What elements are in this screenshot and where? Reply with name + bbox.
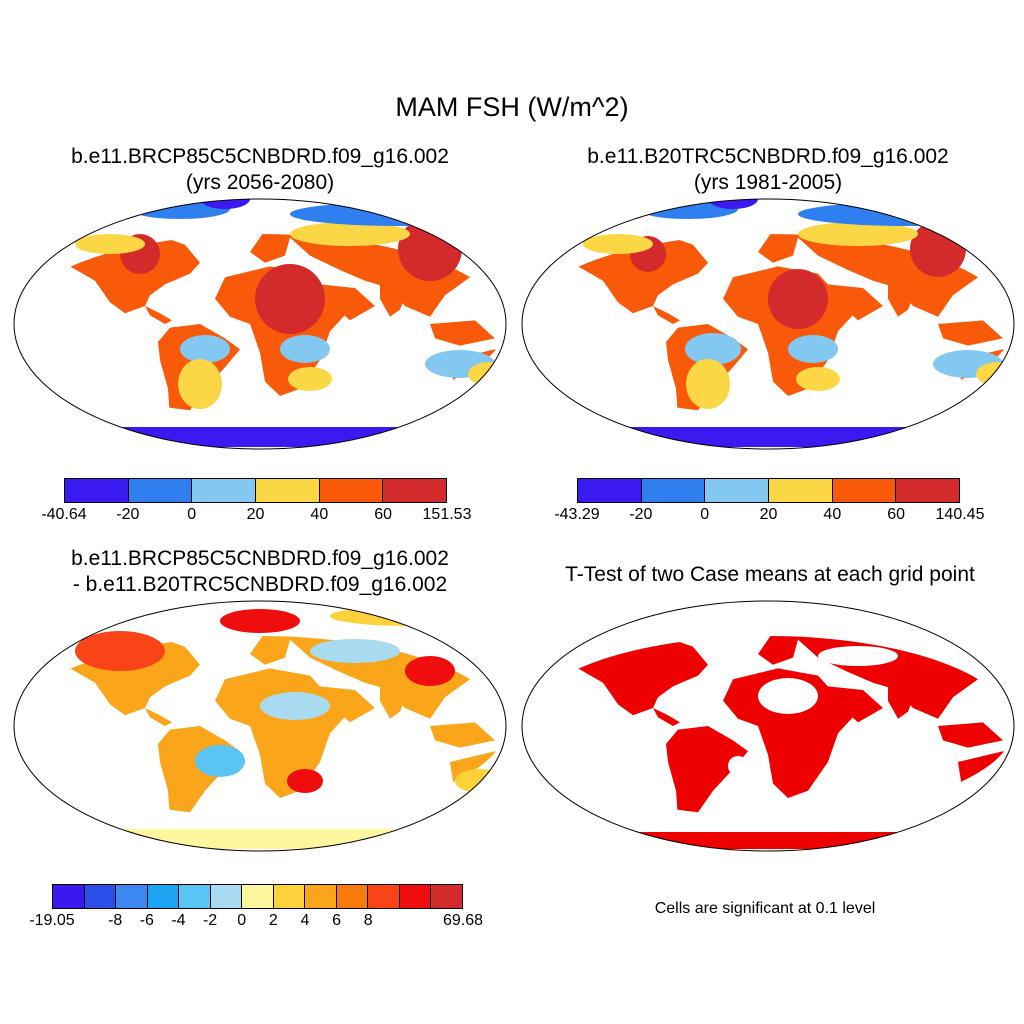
colorbar-box (116, 885, 148, 908)
colorbar-box (336, 885, 369, 908)
colorbar-box (319, 479, 384, 502)
colorbar-tick-label: 20 (246, 506, 265, 523)
panel-3-title: b.e11.BRCP85C5CNBDRD.f09_g16.002 - b.e11… (30, 546, 490, 598)
panel-2-title-line1: b.e11.B20TRC5CNBDRD.f09_g16.002 (587, 145, 949, 168)
colorbar-box (65, 479, 129, 502)
panel-1-title-line2: (yrs 2056-2080) (185, 171, 335, 194)
colorbar-tick-label: 2 (268, 912, 278, 929)
colorbar-box (578, 479, 642, 502)
colorbar-tick-label: 40 (310, 506, 329, 523)
panel-3-title-line2: - b.e11.B20TRC5CNBDRD.f09_g16.002 (72, 573, 448, 596)
colorbar-tick-label: -6 (139, 912, 154, 929)
colorbar-box (179, 885, 211, 908)
colorbar-box (705, 479, 770, 502)
panel-4-map (521, 600, 1015, 852)
colorbar-tick-label: 0 (700, 506, 710, 523)
colorbar-tick-label: 0 (187, 506, 197, 523)
colorbar-tick-label: -19.05 (29, 912, 75, 929)
colorbar-box (210, 885, 243, 908)
panel-1-title: b.e11.BRCP85C5CNBDRD.f09_g16.002 (yrs 20… (40, 144, 480, 196)
colorbar-tick-label: 151.53 (422, 506, 472, 523)
colorbar-tick-label: 140.45 (935, 506, 985, 523)
colorbar-tick-label: 60 (887, 506, 906, 523)
colorbar-box (128, 479, 193, 502)
colorbar-box (368, 885, 400, 908)
panel-1-map (13, 198, 507, 450)
colorbar-box (383, 479, 447, 502)
colorbar-tick-label: 69.68 (442, 912, 484, 929)
colorbar-tick-label: 20 (759, 506, 778, 523)
panel-3-colorbar (52, 884, 463, 909)
panel-4-title: T-Test of two Case means at each grid po… (565, 563, 975, 586)
panel-2-title: b.e11.B20TRC5CNBDRD.f09_g16.002 (yrs 198… (548, 144, 988, 196)
colorbar-tick-label: -43.29 (554, 506, 600, 523)
colorbar-box (399, 885, 432, 908)
colorbar-tick-label: -40.64 (41, 506, 87, 523)
colorbar-tick-label: 40 (823, 506, 842, 523)
colorbar-box (84, 885, 117, 908)
panel-1-title-line1: b.e11.BRCP85C5CNBDRD.f09_g16.002 (71, 145, 449, 168)
colorbar-box (431, 885, 462, 908)
figure-title: MAM FSH (W/m^2) (395, 92, 629, 122)
colorbar-tick-label: 8 (363, 912, 373, 929)
colorbar-box (896, 479, 960, 502)
colorbar-tick-label: -4 (171, 912, 186, 929)
colorbar-box (256, 479, 320, 502)
panel-2-map (521, 198, 1015, 450)
colorbar-box (242, 885, 274, 908)
colorbar-tick-label: 6 (332, 912, 341, 929)
colorbar-tick-label: -20 (116, 506, 140, 523)
colorbar-tick-label: -20 (629, 506, 653, 523)
panel-3-map (13, 600, 507, 852)
colorbar-box (769, 479, 833, 502)
colorbar-box (53, 885, 85, 908)
significance-fill (558, 636, 1014, 816)
colorbar-tick-label: 60 (374, 506, 393, 523)
panel-2-colorbar (577, 478, 960, 503)
colorbar-tick-label: 4 (300, 912, 310, 929)
colorbar-box (192, 479, 257, 502)
colorbar-box (641, 479, 706, 502)
panel-3-title-line1: b.e11.BRCP85C5CNBDRD.f09_g16.002 (71, 547, 449, 570)
colorbar-box (273, 885, 306, 908)
panel-1-colorbar (64, 478, 447, 503)
significance-note: Cells are significant at 0.1 level (654, 900, 876, 917)
panel-2-title-line2: (yrs 1981-2005) (693, 171, 843, 194)
colorbar-box (305, 885, 337, 908)
colorbar-box (147, 885, 180, 908)
colorbar-tick-label: 0 (237, 912, 247, 929)
colorbar-box (832, 479, 897, 502)
colorbar-tick-label: -8 (108, 912, 123, 929)
colorbar-tick-label: -2 (202, 912, 218, 929)
